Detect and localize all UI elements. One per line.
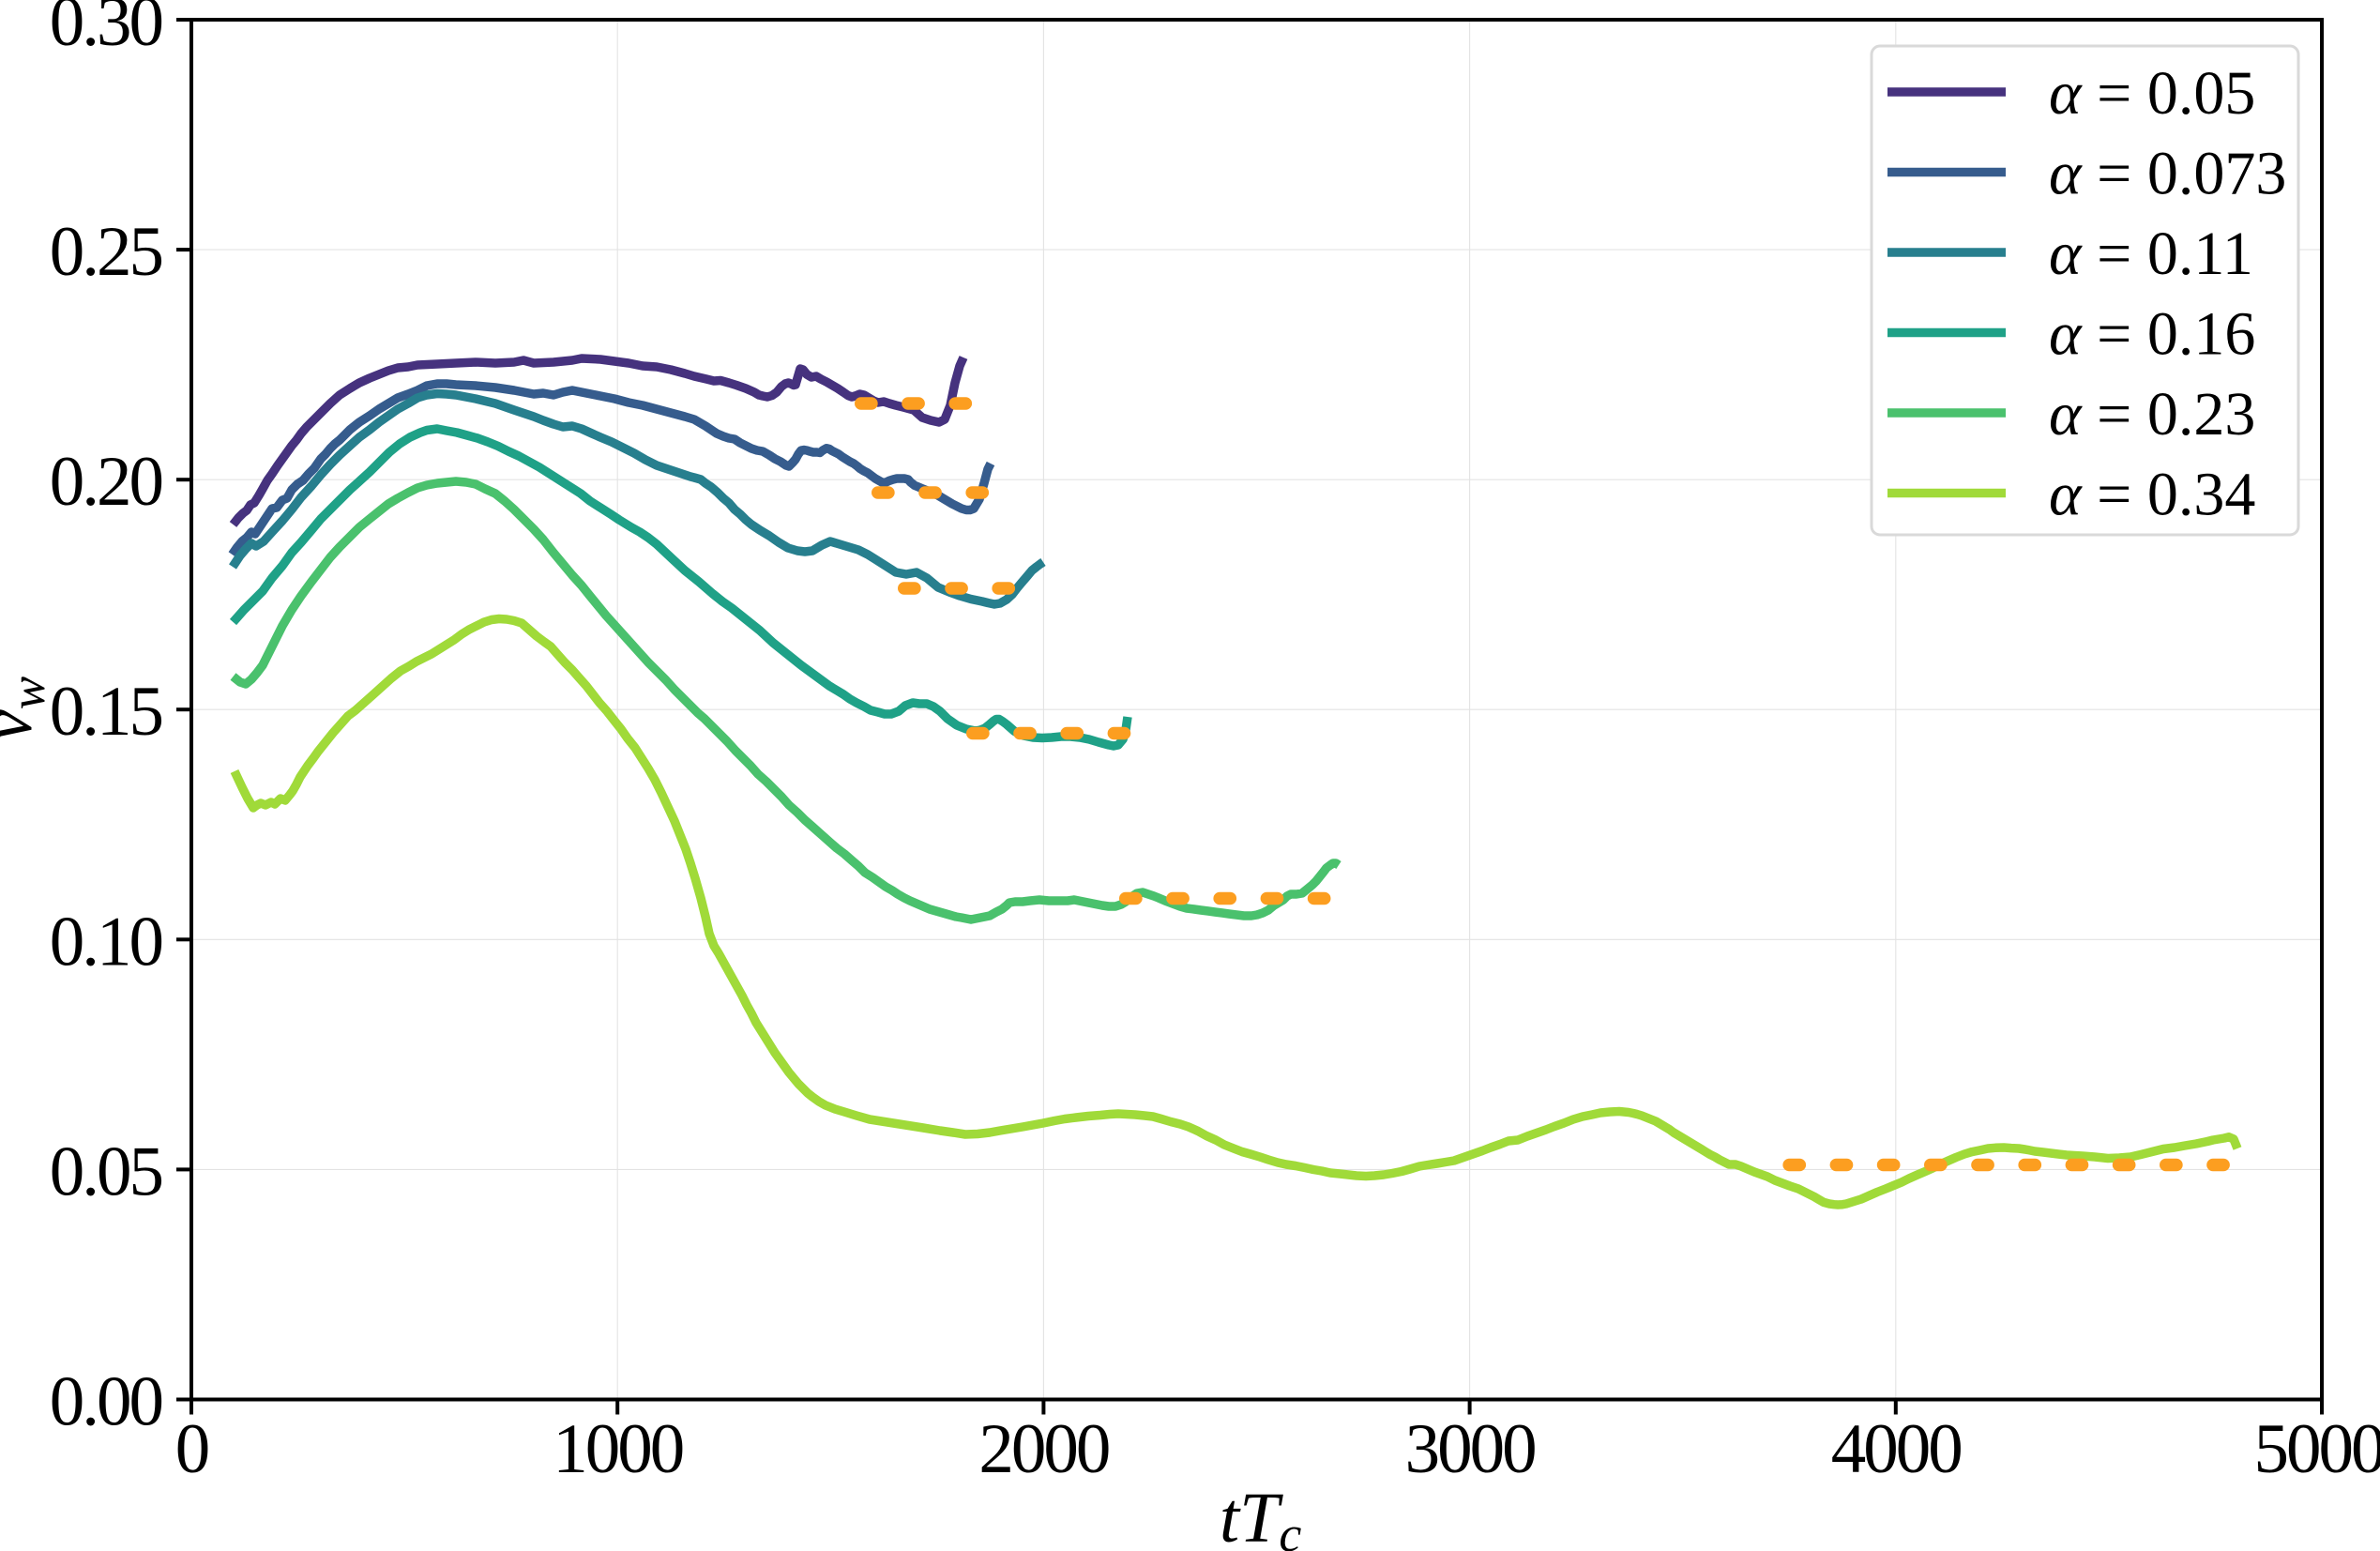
svg-text:α = 0.11: α = 0.11 [2049,220,2253,288]
svg-text:α = 0.16: α = 0.16 [2049,300,2255,369]
svg-text:0.00: 0.00 [50,1363,162,1441]
svg-text:1000: 1000 [553,1410,683,1488]
svg-text:0.25: 0.25 [50,213,162,291]
svg-text:tTc: tTc [1220,1479,1301,1551]
svg-text:4000: 4000 [1831,1410,1962,1488]
svg-text:3000: 3000 [1405,1410,1536,1488]
svg-text:0.20: 0.20 [50,443,162,521]
svg-text:α = 0.23: α = 0.23 [2049,380,2255,449]
svg-text:α = 0.073: α = 0.073 [2049,140,2286,208]
svg-text:vw: vw [0,677,55,741]
svg-text:0.10: 0.10 [50,903,162,981]
svg-text:0: 0 [175,1410,208,1488]
svg-text:5000: 5000 [2254,1410,2380,1488]
svg-text:0.30: 0.30 [50,0,162,61]
svg-text:α = 0.34: α = 0.34 [2049,461,2255,529]
svg-text:α = 0.05: α = 0.05 [2049,59,2255,128]
svg-text:0.05: 0.05 [50,1133,162,1210]
svg-text:0.15: 0.15 [50,673,162,751]
svg-text:2000: 2000 [978,1410,1109,1488]
